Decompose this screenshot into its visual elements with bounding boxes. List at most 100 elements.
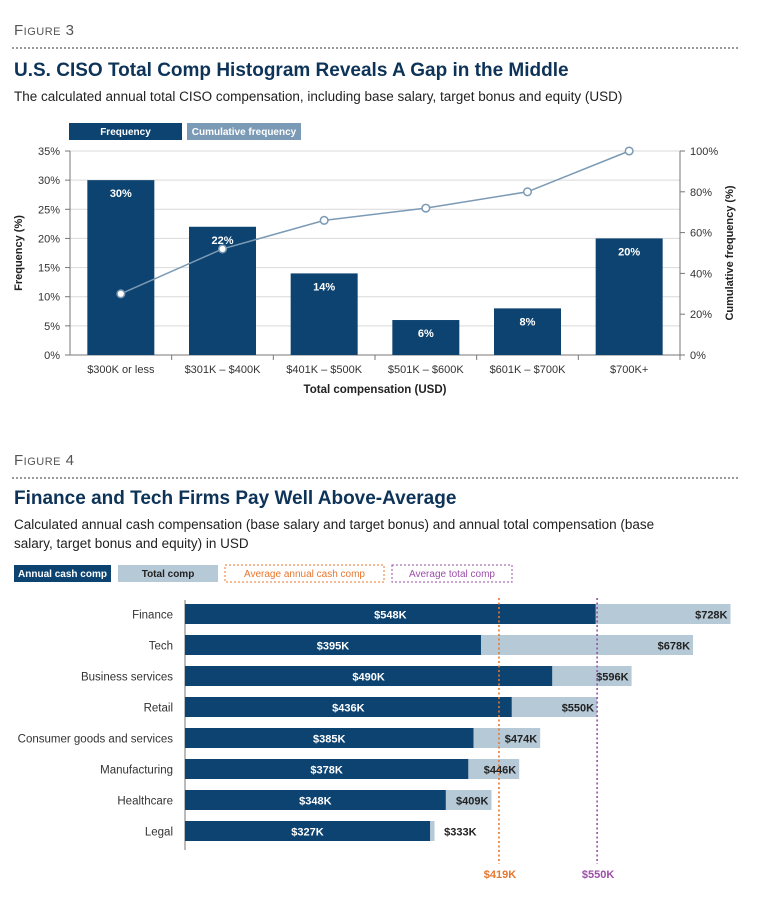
y-tick-label: 35% bbox=[38, 146, 60, 158]
category-label-3: Retail bbox=[144, 703, 173, 715]
x-tick-label-0: $300K or less bbox=[87, 364, 155, 376]
cash-label-5: $378K bbox=[310, 765, 342, 777]
cash-bar-4 bbox=[185, 728, 474, 748]
legend-cash-label: Annual cash comp bbox=[18, 569, 107, 580]
legend-avg-total: Average total comp bbox=[391, 564, 513, 583]
figure4-label: Figure 4 bbox=[14, 452, 75, 469]
legend-avg-total-swatch bbox=[391, 564, 513, 583]
cumulative-point-5 bbox=[624, 146, 634, 156]
legend-total-swatch bbox=[118, 565, 218, 582]
total-label-4: $474K bbox=[505, 734, 537, 746]
total-label-6: $409K bbox=[456, 796, 488, 808]
y-tick-label: 10% bbox=[38, 292, 60, 304]
reference-label-1: $550K bbox=[582, 869, 614, 881]
y2-tick-label: 80% bbox=[690, 187, 712, 199]
cash-label-6: $348K bbox=[299, 796, 331, 808]
y-tick-label: 5% bbox=[44, 321, 60, 333]
cumulative-point-4 bbox=[522, 187, 533, 197]
cash-bar-1 bbox=[185, 635, 481, 655]
cumulative-point-2 bbox=[319, 215, 329, 225]
bar-label-1: 22% bbox=[211, 235, 233, 247]
figure4-title: Finance and Tech Firms Pay Well Above-Av… bbox=[14, 488, 457, 509]
legend-cumulative-swatch bbox=[187, 123, 301, 140]
total-label-1: $678K bbox=[658, 641, 690, 653]
bar-label-2: 14% bbox=[313, 281, 335, 293]
legend-avg-cash-label: Average annual cash comp bbox=[244, 569, 365, 580]
y-tick-label: 30% bbox=[38, 175, 60, 187]
legend-frequency-swatch bbox=[69, 123, 182, 140]
bar-0 bbox=[87, 180, 155, 355]
cash-bar-3 bbox=[185, 697, 512, 717]
bar-5 bbox=[595, 238, 663, 355]
bar-3 bbox=[392, 320, 460, 355]
bar-label-5: 20% bbox=[618, 246, 640, 258]
y2-tick-label: 100% bbox=[690, 146, 718, 158]
y2-tick-label: 60% bbox=[690, 228, 712, 240]
legend-avg-cash-swatch bbox=[224, 564, 385, 583]
legend-frequency: Frequency bbox=[69, 123, 182, 140]
total-label-2: $596K bbox=[596, 672, 628, 684]
y-tick-label: 25% bbox=[38, 204, 60, 216]
figure3-title: U.S. CISO Total Comp Histogram Reveals A… bbox=[14, 60, 569, 81]
figure4-divider bbox=[12, 477, 738, 479]
y-axis-title: Frequency (%) bbox=[13, 215, 25, 291]
category-label-0: Finance bbox=[132, 610, 173, 622]
bar-4 bbox=[494, 308, 561, 355]
figure3-subtitle: The calculated annual total CISO compens… bbox=[14, 89, 623, 104]
total-label-3: $550K bbox=[562, 703, 594, 715]
cash-bar-5 bbox=[185, 759, 469, 779]
category-label-5: Manufacturing bbox=[100, 765, 173, 777]
y2-tick-label: 40% bbox=[690, 268, 712, 280]
figure3-divider bbox=[12, 47, 738, 49]
cash-bar-6 bbox=[185, 790, 446, 810]
x-tick-label-4: $601K – $700K bbox=[490, 364, 567, 376]
cash-label-4: $385K bbox=[313, 734, 345, 746]
x-tick-label-3: $501K – $600K bbox=[388, 364, 465, 376]
legend-total: Total comp bbox=[118, 565, 218, 582]
category-label-6: Healthcare bbox=[117, 796, 173, 808]
cumulative-line bbox=[120, 150, 630, 295]
cash-label-7: $327K bbox=[291, 827, 323, 839]
y2-tick-label: 20% bbox=[690, 309, 712, 321]
figure4-subtitle: Calculated annual cash compensation (bas… bbox=[14, 517, 655, 551]
y2-axis-title: Cumulative frequency (%) bbox=[724, 185, 736, 320]
x-tick-label-2: $401K – $500K bbox=[286, 364, 363, 376]
reference-label-0: $419K bbox=[484, 869, 516, 881]
bar-label-3: 6% bbox=[418, 328, 434, 340]
y-tick-label: 15% bbox=[38, 263, 60, 275]
legend-cash-swatch bbox=[14, 565, 111, 582]
category-label-1: Tech bbox=[149, 641, 173, 653]
legend-avg-cash: Average annual cash comp bbox=[224, 564, 385, 583]
legend-avg-total-label: Average total comp bbox=[409, 569, 495, 580]
bar-2 bbox=[290, 273, 358, 355]
industry-bar-chart: Annual cash comp Total comp Average annual… bbox=[14, 564, 731, 881]
figure3-label: Figure 3 bbox=[14, 22, 75, 39]
cumulative-point-1 bbox=[217, 244, 228, 254]
cumulative-point-0 bbox=[116, 289, 126, 299]
cumulative-point-3 bbox=[421, 203, 431, 213]
x-tick-label-5: $700K+ bbox=[610, 364, 648, 376]
cash-label-1: $395K bbox=[317, 641, 349, 653]
category-label-4: Consumer goods and services bbox=[18, 734, 174, 746]
cash-bar-0 bbox=[185, 604, 596, 624]
legend-total-label: Total comp bbox=[142, 569, 195, 580]
bar-label-4: 8% bbox=[520, 316, 536, 328]
cash-label-3: $436K bbox=[332, 703, 364, 715]
y2-tick-label: 0% bbox=[690, 350, 706, 362]
legend-cash: Annual cash comp bbox=[14, 565, 111, 582]
total-label-5: $446K bbox=[484, 765, 516, 777]
category-label-7: Legal bbox=[145, 827, 173, 839]
total-label-0: $728K bbox=[695, 610, 727, 622]
cash-label-0: $548K bbox=[374, 610, 406, 622]
legend-frequency-label: Frequency bbox=[100, 127, 151, 138]
legend-cumulative-label: Cumulative frequency bbox=[192, 127, 297, 138]
category-label-2: Business services bbox=[81, 672, 173, 684]
bar-label-0: 30% bbox=[110, 188, 132, 200]
x-tick-label-1: $301K – $400K bbox=[185, 364, 262, 376]
cash-bar-7 bbox=[185, 821, 431, 841]
cash-bar-2 bbox=[185, 666, 553, 686]
legend-cumulative: Cumulative frequency bbox=[187, 123, 301, 140]
x-axis-title: Total compensation (USD) bbox=[304, 384, 447, 396]
histogram-chart: Frequency Cumulative frequency 0% 5% 10% 15% 2… bbox=[13, 123, 736, 396]
cash-label-2: $490K bbox=[352, 672, 384, 684]
